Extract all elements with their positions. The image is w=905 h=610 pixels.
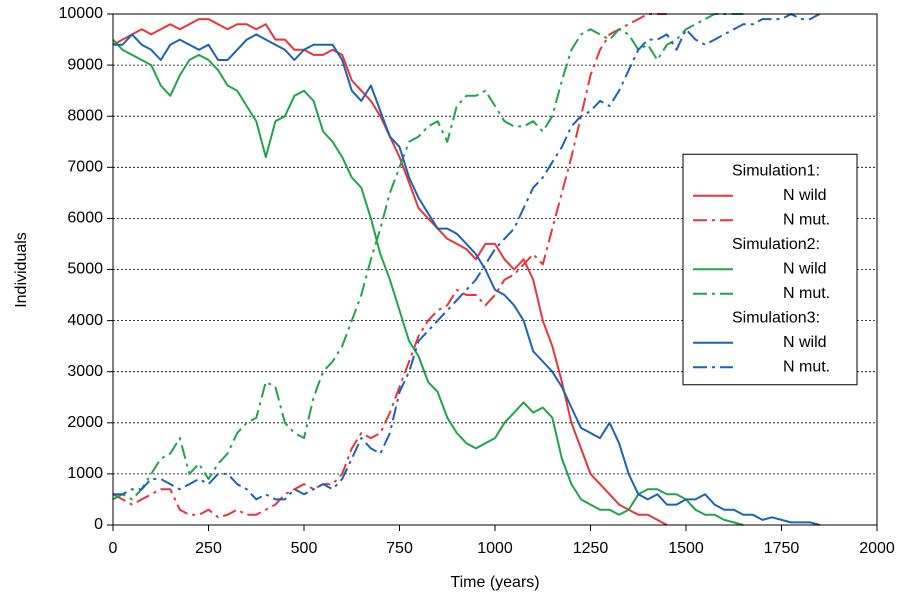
- y-tick-label: 7000: [67, 159, 103, 176]
- x-tick-label: 1750: [764, 540, 800, 557]
- x-tick-label: 1500: [668, 540, 704, 557]
- y-tick-label: 10000: [59, 5, 104, 22]
- legend-group-title: Simulation2:: [732, 236, 820, 253]
- plot-frame: [112, 13, 878, 526]
- series-line: [112, 18, 668, 526]
- y-tick-label: 3000: [67, 363, 103, 380]
- y-tick-label: 9000: [67, 56, 103, 73]
- y-tick-label: 8000: [67, 107, 103, 124]
- legend-label: N mut.: [783, 211, 830, 228]
- x-tick-label: 0: [109, 540, 118, 557]
- legend: Simulation1: N wild N mut. Simulation2: N wi…: [682, 153, 858, 386]
- series-line: [113, 33, 820, 526]
- series-line: [112, 13, 667, 519]
- x-tick-label: 1250: [573, 540, 609, 557]
- x-axis-label: Time (years): [450, 574, 539, 591]
- legend-label: N mut.: [783, 285, 830, 302]
- x-tick-label: 2000: [859, 540, 895, 557]
- legend-label: N mut.: [783, 358, 830, 375]
- legend-label: N wild: [783, 260, 827, 277]
- y-tick-label: 6000: [67, 210, 103, 227]
- y-tick-label: 1000: [67, 465, 103, 482]
- x-tick-label: 500: [291, 540, 318, 557]
- y-axis-label: Individuals: [13, 232, 30, 308]
- series-line: [113, 13, 821, 501]
- series-line: [112, 38, 744, 526]
- x-tick-label: 1000: [477, 540, 513, 557]
- x-tick-label: 750: [386, 540, 413, 557]
- legend-label: N wild: [783, 187, 827, 204]
- y-tick-label: 5000: [67, 261, 103, 278]
- legend-group-title: Simulation3:: [732, 309, 820, 326]
- legend-group-title: Simulation1:: [732, 162, 820, 179]
- y-tick-label: 0: [94, 516, 103, 533]
- x-tick-label: 250: [195, 540, 222, 557]
- series-line: [112, 13, 744, 501]
- y-tick-label: 4000: [67, 312, 103, 329]
- legend-label: N wild: [783, 334, 827, 351]
- y-tick-label: 2000: [67, 414, 103, 431]
